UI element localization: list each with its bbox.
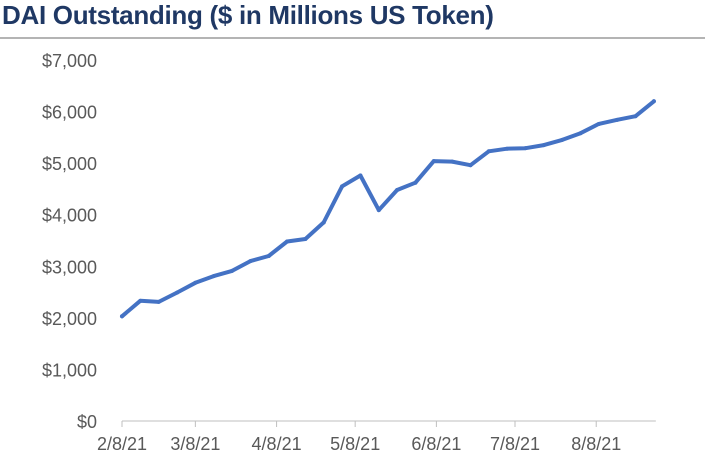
- data-point: [285, 239, 290, 244]
- data-point: [596, 121, 601, 126]
- y-tick-label: $6,000: [42, 103, 97, 123]
- x-axis: 2/8/21 3/8/21 4/8/21 5/8/21 6/8/21 7/8/21 8/8/…: [97, 420, 656, 454]
- x-tick-label: 2/8/21: [97, 434, 147, 454]
- data-point: [358, 173, 363, 178]
- data-point: [468, 163, 473, 168]
- chart-title: DAI Outstanding ($ in Millions US Token): [2, 0, 494, 30]
- data-point: [560, 137, 565, 142]
- data-point: [303, 236, 308, 241]
- data-point: [175, 290, 180, 295]
- data-point: [541, 143, 546, 148]
- x-tick-label: 5/8/21: [330, 434, 380, 454]
- data-point: [578, 131, 583, 136]
- data-point: [376, 208, 381, 213]
- data-point: [156, 299, 161, 304]
- data-point: [120, 314, 124, 319]
- data-point: [450, 159, 455, 164]
- title-divider: [0, 37, 705, 39]
- y-tick-label: $3,000: [42, 257, 97, 277]
- data-point: [486, 149, 491, 154]
- data-point: [230, 268, 235, 273]
- data-point: [266, 253, 271, 258]
- series-line: [120, 99, 656, 319]
- data-point: [505, 146, 510, 151]
- y-tick-label: $4,000: [42, 206, 97, 226]
- x-tick-label: 6/8/21: [411, 434, 461, 454]
- data-point: [431, 159, 436, 164]
- data-point: [615, 117, 620, 122]
- y-tick-label: $7,000: [42, 51, 97, 71]
- data-point: [395, 187, 400, 192]
- data-point: [413, 180, 418, 185]
- data-point: [633, 114, 638, 119]
- x-tick-label: 8/8/21: [571, 434, 621, 454]
- data-point: [321, 220, 326, 225]
- x-tick-label: 7/8/21: [490, 434, 540, 454]
- data-point: [138, 298, 143, 303]
- data-point: [651, 99, 656, 104]
- data-point: [523, 146, 528, 151]
- series-layer: [120, 99, 656, 319]
- data-point: [211, 274, 216, 279]
- y-tick-label: $0: [77, 412, 97, 432]
- y-tick-label: $1,000: [42, 360, 97, 380]
- y-tick-label: $5,000: [42, 154, 97, 174]
- y-axis-ticks: $0 $1,000 $2,000 $3,000 $4,000 $5,000 $6,000 $7…: [42, 51, 97, 432]
- x-tick-label: 4/8/21: [252, 434, 302, 454]
- x-tick-label: 3/8/21: [170, 434, 220, 454]
- data-point: [340, 184, 345, 189]
- y-tick-label: $2,000: [42, 309, 97, 329]
- data-point: [248, 259, 253, 264]
- data-point: [193, 280, 198, 285]
